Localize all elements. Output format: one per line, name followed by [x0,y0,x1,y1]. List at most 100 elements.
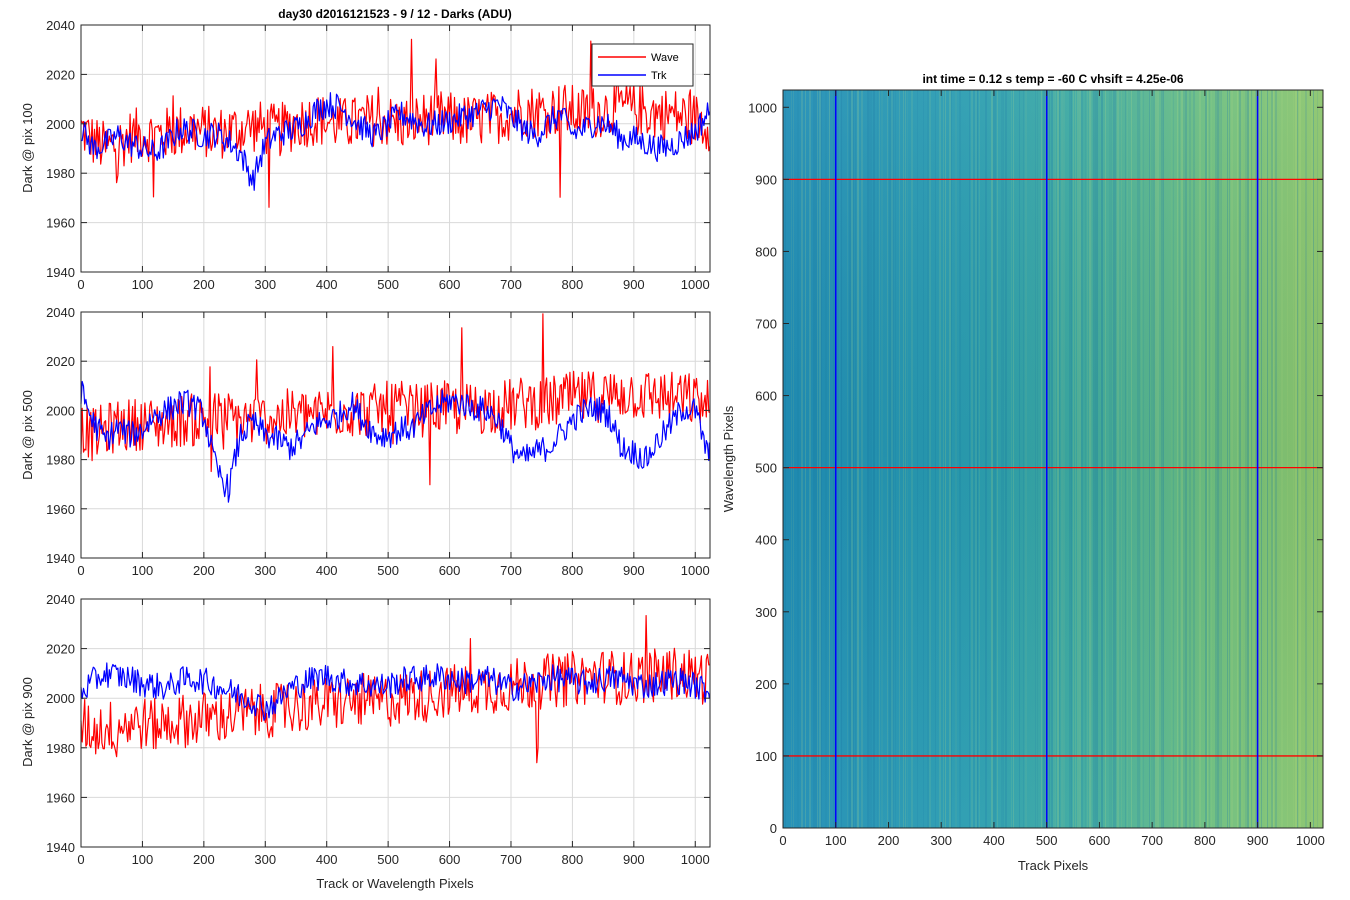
x-tick-label: 1000 [681,852,710,867]
x-tick-label: 300 [254,563,276,578]
y-tick-labels: 1940 1960 1980 2000 2020 2040 [46,18,75,280]
x-tick-label: 0 [77,852,84,867]
axes-box [782,89,1324,829]
y-tick-label: 2040 [46,18,75,33]
x-tick-label: 300 [254,852,276,867]
x-tick-label: 0 [779,833,786,848]
y-tick-label: 200 [755,677,777,692]
x-tick-label: 900 [623,852,645,867]
x-tick-label: 900 [623,277,645,292]
heatmap-image [783,90,1323,828]
y-axis-label: Dark @ pix 900 [20,677,35,767]
y-tick-label: 1940 [46,551,75,566]
x-tick-label: 500 [1036,833,1058,848]
series-line-trk [81,92,710,191]
x-tick-label: 900 [623,563,645,578]
legend-wave-label: Wave [651,52,679,64]
x-tick-label: 800 [562,852,584,867]
x-tick-label: 900 [1247,833,1269,848]
x-tick-label: 400 [316,852,338,867]
y-tick-label: 2000 [46,403,75,418]
series-line-trk [80,380,710,503]
axes-frame [80,598,711,848]
x-tick-label: 100 [825,833,847,848]
x-tick-label: 500 [377,563,399,578]
y-tick-label: 0 [770,821,777,836]
x-tick-labels: 0 100 200 300 400 500 600 700 800 900 1000 [77,563,709,578]
x-tick-label: 0 [77,563,84,578]
y-tick-labels: 0 100 200 300 400 500 600 700 800 900 1000 [748,100,777,836]
plot-dark-pix-500: 0 100 200 300 400 500 600 700 800 900 1000 1940 196… [20,305,711,578]
legend: Wave Trk [591,43,694,87]
x-tick-label: 200 [193,277,215,292]
x-tick-label: 200 [193,563,215,578]
x-tick-label: 1000 [681,277,710,292]
y-tick-label: 2000 [46,691,75,706]
y-tick-label: 500 [755,461,777,476]
x-tick-label: 600 [439,852,461,867]
x-tick-label: 700 [1141,833,1163,848]
marker-lines [783,90,1323,828]
figure-title: day30 d2016121523 - 9 / 12 - Darks (ADU) [278,7,511,21]
y-tick-label: 700 [755,317,777,332]
heatmap-darks: 0 100 200 300 400 500 600 700 800 900 1000 0 100 200… [721,72,1325,873]
legend-box [591,43,694,87]
y-tick-label: 800 [755,244,777,259]
x-tick-label: 700 [500,563,522,578]
x-tick-label: 100 [132,277,154,292]
y-tick-label: 2020 [46,354,75,369]
series-lines [80,313,710,503]
y-tick-label: 2020 [46,67,75,82]
series-line-trk [80,662,710,721]
x-tick-labels: 0 100 200 300 400 500 600 700 800 900 1000 [77,277,709,292]
y-tick-label: 2040 [46,592,75,607]
plot-dark-pix-900: 0 100 200 300 400 500 600 700 800 900 1000 1940 196… [20,592,711,891]
x-tick-label: 700 [500,852,522,867]
y-tick-labels: 1940 1960 1980 2000 2020 2040 [46,592,75,855]
y-tick-label: 600 [755,389,777,404]
x-tick-label: 600 [439,277,461,292]
axes-box [80,311,711,559]
y-tick-labels: 1940 1960 1980 2000 2020 2040 [46,305,75,566]
y-tick-label: 1960 [46,790,75,805]
y-tick-label: 1000 [748,100,777,115]
x-tick-label: 100 [132,563,154,578]
y-axis-label: Dark @ pix 500 [20,390,35,480]
x-axis-label: Track or Wavelength Pixels [316,876,474,891]
grid-lines [80,598,710,848]
x-tick-label: 400 [316,277,338,292]
y-tick-label: 1980 [46,453,75,468]
series-lines [80,38,710,208]
x-axis-label: Track Pixels [1018,858,1089,873]
y-tick-label: 900 [755,172,777,187]
y-tick-label: 2020 [46,642,75,657]
x-tick-label: 800 [562,277,584,292]
axes-box [80,24,711,273]
y-tick-label: 2000 [46,117,75,132]
x-tick-label: 600 [1089,833,1111,848]
y-tick-label: 1980 [46,741,75,756]
x-tick-label: 200 [193,852,215,867]
y-tick-label: 400 [755,533,777,548]
x-tick-label: 400 [316,563,338,578]
axes-frame [782,89,1324,829]
plot-dark-pix-100: 0 100 200 300 400 500 600 700 800 900 1000 1940 196… [20,18,711,292]
x-tick-label: 400 [983,833,1005,848]
axes-frame [80,311,711,559]
x-tick-label: 300 [254,277,276,292]
x-tick-label: 1000 [1296,833,1325,848]
y-tick-label: 100 [755,749,777,764]
x-tick-label: 0 [77,277,84,292]
series-line-wave [80,38,710,208]
y-tick-label: 1940 [46,840,75,855]
series-line-wave [80,313,710,486]
x-tick-label: 300 [930,833,952,848]
x-tick-label: 500 [377,852,399,867]
series-line-wave [80,614,710,764]
axes-frame [80,24,711,273]
legend-trk-label: Trk [651,70,667,82]
series-lines [80,614,710,764]
axes-box [80,598,711,848]
x-tick-labels: 0 100 200 300 400 500 600 700 800 900 1000 [779,833,1324,848]
